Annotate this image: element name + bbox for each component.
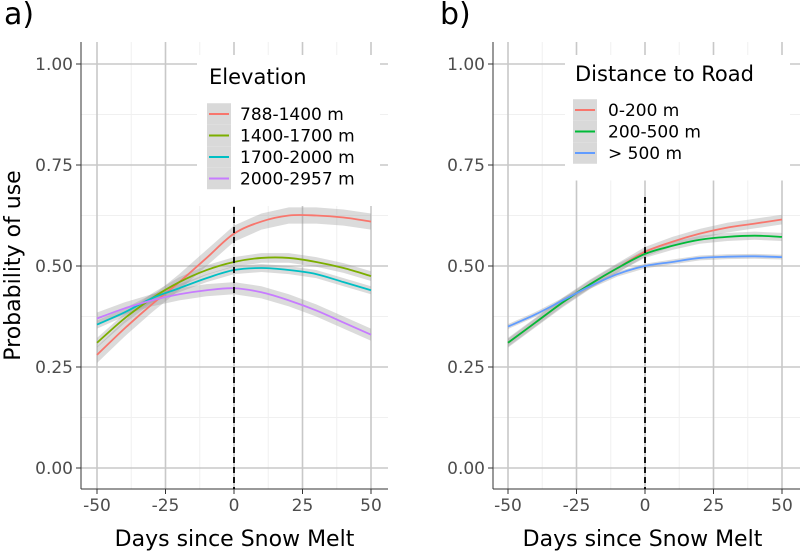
- legend-title: Elevation: [209, 65, 307, 89]
- y-tick-label: 0.25: [35, 358, 73, 378]
- y-tick-label: 0.75: [447, 156, 485, 176]
- legend-entry-label: 1400-1700 m: [240, 127, 355, 147]
- y-tick-label: 0.00: [447, 459, 485, 479]
- x-tick-label: -50: [83, 496, 111, 516]
- x-axis-title: Days since Snow Melt: [523, 527, 763, 552]
- legend-box: [565, 55, 790, 181]
- x-axis-title: Days since Snow Melt: [115, 527, 355, 552]
- legend-entry-label: 200-500 m: [608, 123, 701, 143]
- legend-entry-label: 2000-2957 m: [240, 170, 355, 190]
- x-tick-label: -50: [494, 496, 522, 516]
- series-line: [96, 214, 372, 356]
- confidence-ribbon: [508, 214, 782, 348]
- panel-letter: b): [440, 0, 471, 32]
- x-tick-label: 50: [360, 496, 382, 516]
- series-line: [507, 255, 783, 328]
- y-tick-label: 0.50: [447, 257, 485, 277]
- x-tick-label: 50: [771, 496, 793, 516]
- y-tick-label: 1.00: [35, 55, 73, 75]
- legend-entry-label: 0-200 m: [608, 101, 679, 121]
- y-tick-label: 1.00: [447, 55, 485, 75]
- x-tick-label: -25: [152, 496, 180, 516]
- chart-panel-b: b) -50 -25 0 25 50 0.00 0.25 0.50 0.75 1.00 Distanc…: [440, 0, 800, 552]
- legend-entry-label: 788-1400 m: [240, 105, 344, 125]
- x-tick-label: -25: [563, 496, 591, 516]
- y-tick-label: 0.75: [35, 156, 73, 176]
- confidence-ribbon: [97, 263, 371, 329]
- chart-panel-a: a) -50 -25 0 25 50 0.00 0.25 0.50 0.75 1.00 Elevati…: [1, 0, 388, 552]
- x-tick-label: 0: [640, 496, 651, 516]
- panel-letter: a): [4, 0, 34, 32]
- y-tick-label: 0.00: [35, 459, 73, 479]
- legend-title: Distance to Road: [575, 62, 754, 86]
- legend-entry-label: > 500 m: [608, 144, 682, 164]
- series-line: [507, 234, 783, 344]
- y-tick-label: 0.25: [447, 358, 485, 378]
- x-tick-label: 25: [292, 496, 314, 516]
- y-tick-label: 0.50: [35, 257, 73, 277]
- legend-entry-label: 1700-2000 m: [240, 148, 355, 168]
- x-tick-label: 25: [703, 496, 725, 516]
- y-axis-title: Probability of use: [1, 170, 26, 360]
- x-tick-label: 0: [229, 496, 240, 516]
